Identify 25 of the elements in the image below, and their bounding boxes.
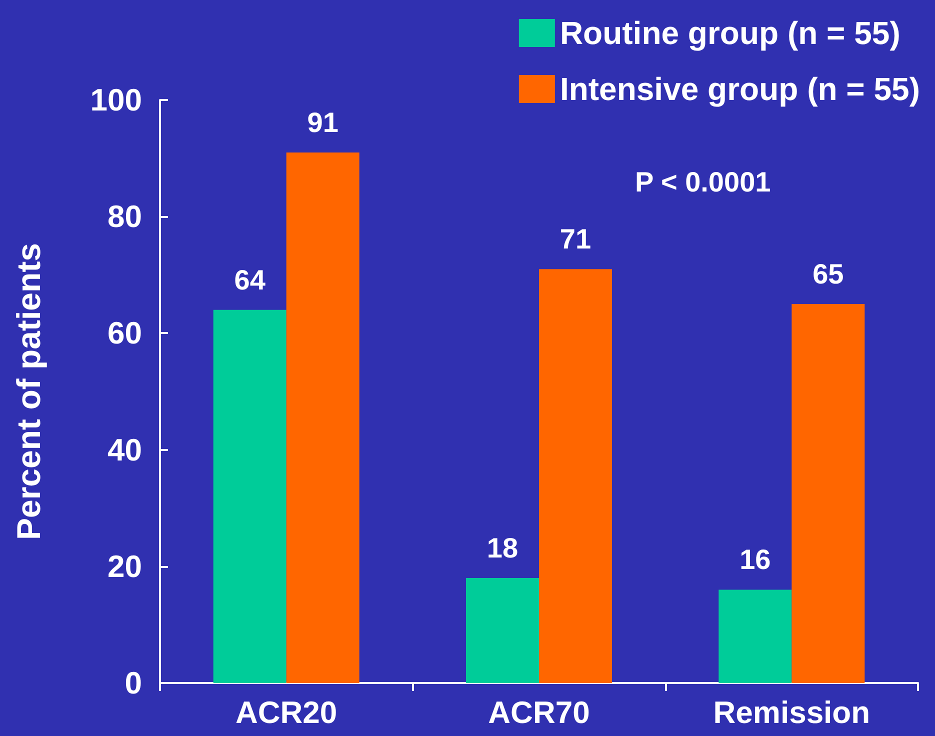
bar — [792, 304, 865, 683]
data-label: 64 — [234, 264, 266, 296]
x-tick-label: ACR70 — [488, 695, 590, 730]
legend-label: Routine group (n = 55) — [560, 15, 900, 51]
data-label: 18 — [486, 532, 518, 564]
bar — [539, 269, 612, 683]
legend-label: Intensive group (n = 55) — [560, 71, 920, 107]
y-tick-label: 20 — [108, 548, 142, 584]
y-tick-label: 0 — [124, 666, 142, 700]
bar — [466, 578, 539, 683]
y-tick-label: 80 — [108, 199, 142, 234]
bar — [213, 310, 286, 683]
data-label: 16 — [740, 544, 771, 576]
y-axis-title: Percent of patients — [10, 242, 47, 540]
data-label: 91 — [307, 106, 338, 138]
annotation: P < 0.0001 — [635, 166, 771, 198]
x-tick-label: ACR20 — [236, 695, 338, 730]
y-tick-label: 100 — [90, 82, 142, 118]
y-tick-label: 60 — [108, 316, 142, 351]
data-label: 65 — [812, 258, 844, 290]
data-label: 71 — [560, 224, 592, 255]
bar — [286, 152, 360, 683]
bar — [718, 590, 792, 683]
y-tick-label: 40 — [108, 432, 142, 468]
x-tick-label: Remission — [713, 695, 870, 730]
